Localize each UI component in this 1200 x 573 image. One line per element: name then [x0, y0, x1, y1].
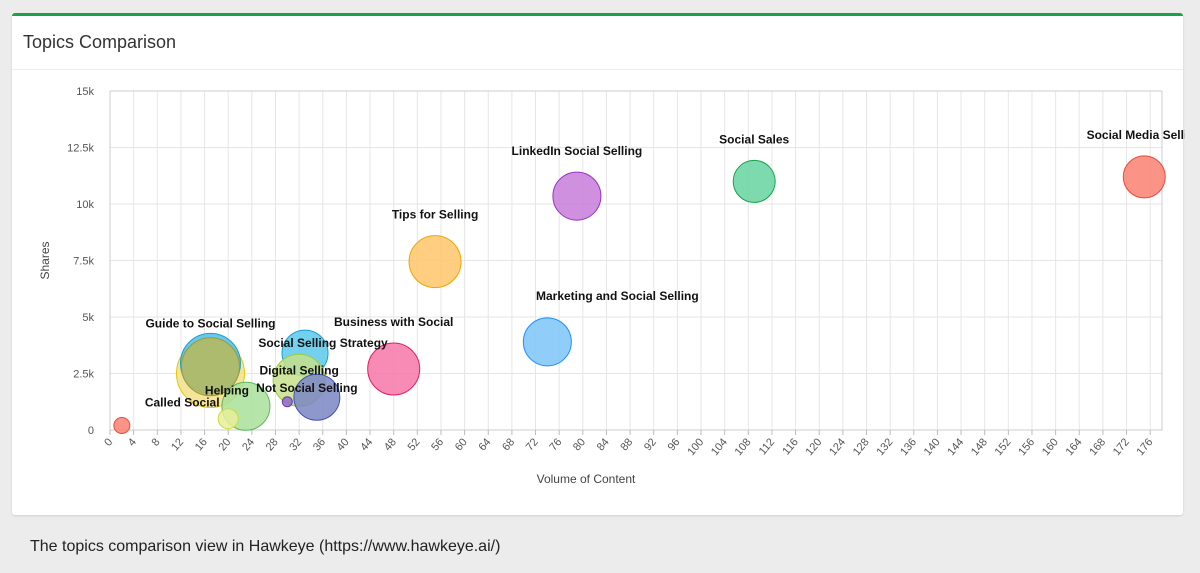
x-tick-label: 16 — [193, 436, 210, 453]
x-tick-label: 120 — [804, 436, 825, 458]
bubble-label: Called Social — [145, 396, 220, 410]
x-tick-label: 12 — [169, 436, 186, 453]
x-tick-label: 8 — [149, 436, 162, 448]
x-tick-label: 96 — [666, 436, 683, 453]
y-tick-label: 10k — [76, 199, 94, 211]
x-tick-label: 48 — [382, 436, 399, 453]
x-tick-label: 132 — [874, 436, 895, 458]
bubble[interactable] — [281, 396, 293, 408]
bubble-label: Digital Selling — [259, 363, 338, 377]
bubble-label: Guide to Social Selling — [145, 317, 275, 331]
plot-area-frame — [109, 90, 1163, 431]
bubble-label: Not Social Selling — [256, 381, 357, 395]
x-tick-label: 152 — [993, 436, 1014, 458]
x-tick-label: 176 — [1134, 436, 1155, 458]
x-tick-label: 108 — [733, 436, 754, 458]
x-tick-label: 116 — [780, 436, 800, 457]
x-tick-label: 64 — [476, 436, 493, 453]
x-tick-label: 76 — [547, 436, 564, 453]
x-tick-label: 144 — [945, 436, 966, 458]
x-tick-label: 80 — [571, 436, 588, 453]
x-tick-label: 20 — [216, 436, 233, 453]
bubble[interactable] — [293, 373, 341, 421]
x-tick-label: 164 — [1064, 436, 1085, 458]
y-tick-label: 15k — [76, 86, 94, 98]
bubble-label: Business with Social — [334, 315, 453, 329]
x-tick-label: 148 — [969, 436, 990, 458]
topics-comparison-card: Topics Comparison — [12, 13, 1183, 515]
bubble[interactable] — [522, 317, 572, 367]
x-tick-label: 124 — [827, 436, 848, 458]
bubble-chart: 0 4 8 12 16 20 24 28 32 36 40 44 48 52 56 60 64 68 72 76 80 8… — [38, 86, 1185, 486]
x-tick-label: 140 — [922, 436, 943, 458]
x-tick-label: 88 — [618, 436, 635, 453]
bubble-label: Social Sales — [719, 132, 789, 146]
x-tick-label: 56 — [429, 436, 446, 453]
bubble-label: Social Selling Strategy — [258, 336, 388, 350]
bubble-label: Social Media Selling — [1087, 128, 1185, 142]
x-tick-label: 92 — [642, 436, 659, 453]
bubble[interactable] — [367, 342, 421, 396]
bubble[interactable] — [113, 416, 131, 434]
bubble-label: Tips for Selling — [392, 208, 478, 222]
bubble[interactable] — [408, 235, 462, 289]
bubble[interactable] — [552, 171, 602, 221]
bubble[interactable] — [180, 337, 240, 397]
y-axis-title: Shares — [38, 241, 52, 279]
x-tick-label: 156 — [1016, 436, 1037, 458]
y-tick-label: 7.5k — [73, 256, 94, 268]
x-tick-label: 168 — [1087, 436, 1108, 458]
x-tick-label: 52 — [406, 436, 423, 453]
x-tick-label: 100 — [685, 436, 706, 458]
x-tick-label: 32 — [287, 436, 304, 453]
x-tick-label: 128 — [851, 436, 872, 458]
chart-grid — [109, 90, 1162, 431]
x-tick-label: 104 — [709, 436, 730, 458]
y-tick-label: 12.5k — [67, 143, 94, 155]
card-header: Topics Comparison — [12, 16, 1183, 70]
bubble[interactable] — [217, 408, 239, 430]
figure-caption: The topics comparison view in Hawkeye (h… — [30, 538, 501, 555]
bubble[interactable] — [732, 159, 776, 203]
x-tick-label: 72 — [524, 436, 541, 453]
x-tick-label: 40 — [335, 436, 352, 453]
x-tick-label: 172 — [1111, 436, 1132, 458]
bubble-labels: Social Media Selling Social Sales LinkedIn… — [145, 128, 1185, 410]
bubble[interactable] — [1122, 155, 1166, 199]
x-axis-title: Volume of Content — [537, 472, 636, 486]
x-tick-label: 24 — [240, 436, 257, 453]
x-tick-label: 60 — [453, 436, 470, 453]
bubble-label: LinkedIn Social Selling — [512, 144, 643, 158]
y-tick-label: 0 — [88, 425, 94, 437]
x-tick-label: 68 — [500, 436, 517, 453]
x-tick-label: 44 — [358, 436, 375, 453]
x-tick-label: 36 — [311, 436, 328, 453]
x-tick-label: 160 — [1040, 436, 1061, 458]
bubble-label: Marketing and Social Selling — [536, 289, 699, 303]
bubble-label: Helping — [205, 383, 249, 397]
x-tick-label: 0 — [102, 436, 115, 448]
y-axis-ticks: 0 2.5k 5k 7.5k 10k 12.5k 15k — [67, 86, 94, 437]
card-title: Topics Comparison — [23, 32, 177, 52]
x-axis-ticks: 0 4 8 12 16 20 24 28 32 36 40 44 48 52 56 60 64 68 72 76 80 8… — [102, 430, 1155, 458]
bubbles — [113, 155, 1166, 434]
x-tick-label: 136 — [898, 436, 919, 458]
x-tick-label: 28 — [264, 436, 281, 453]
y-tick-label: 5k — [82, 312, 94, 324]
x-tick-label: 4 — [126, 436, 139, 448]
y-tick-label: 2.5k — [73, 369, 94, 381]
x-tick-label: 112 — [757, 436, 777, 457]
x-tick-label: 84 — [595, 436, 612, 453]
